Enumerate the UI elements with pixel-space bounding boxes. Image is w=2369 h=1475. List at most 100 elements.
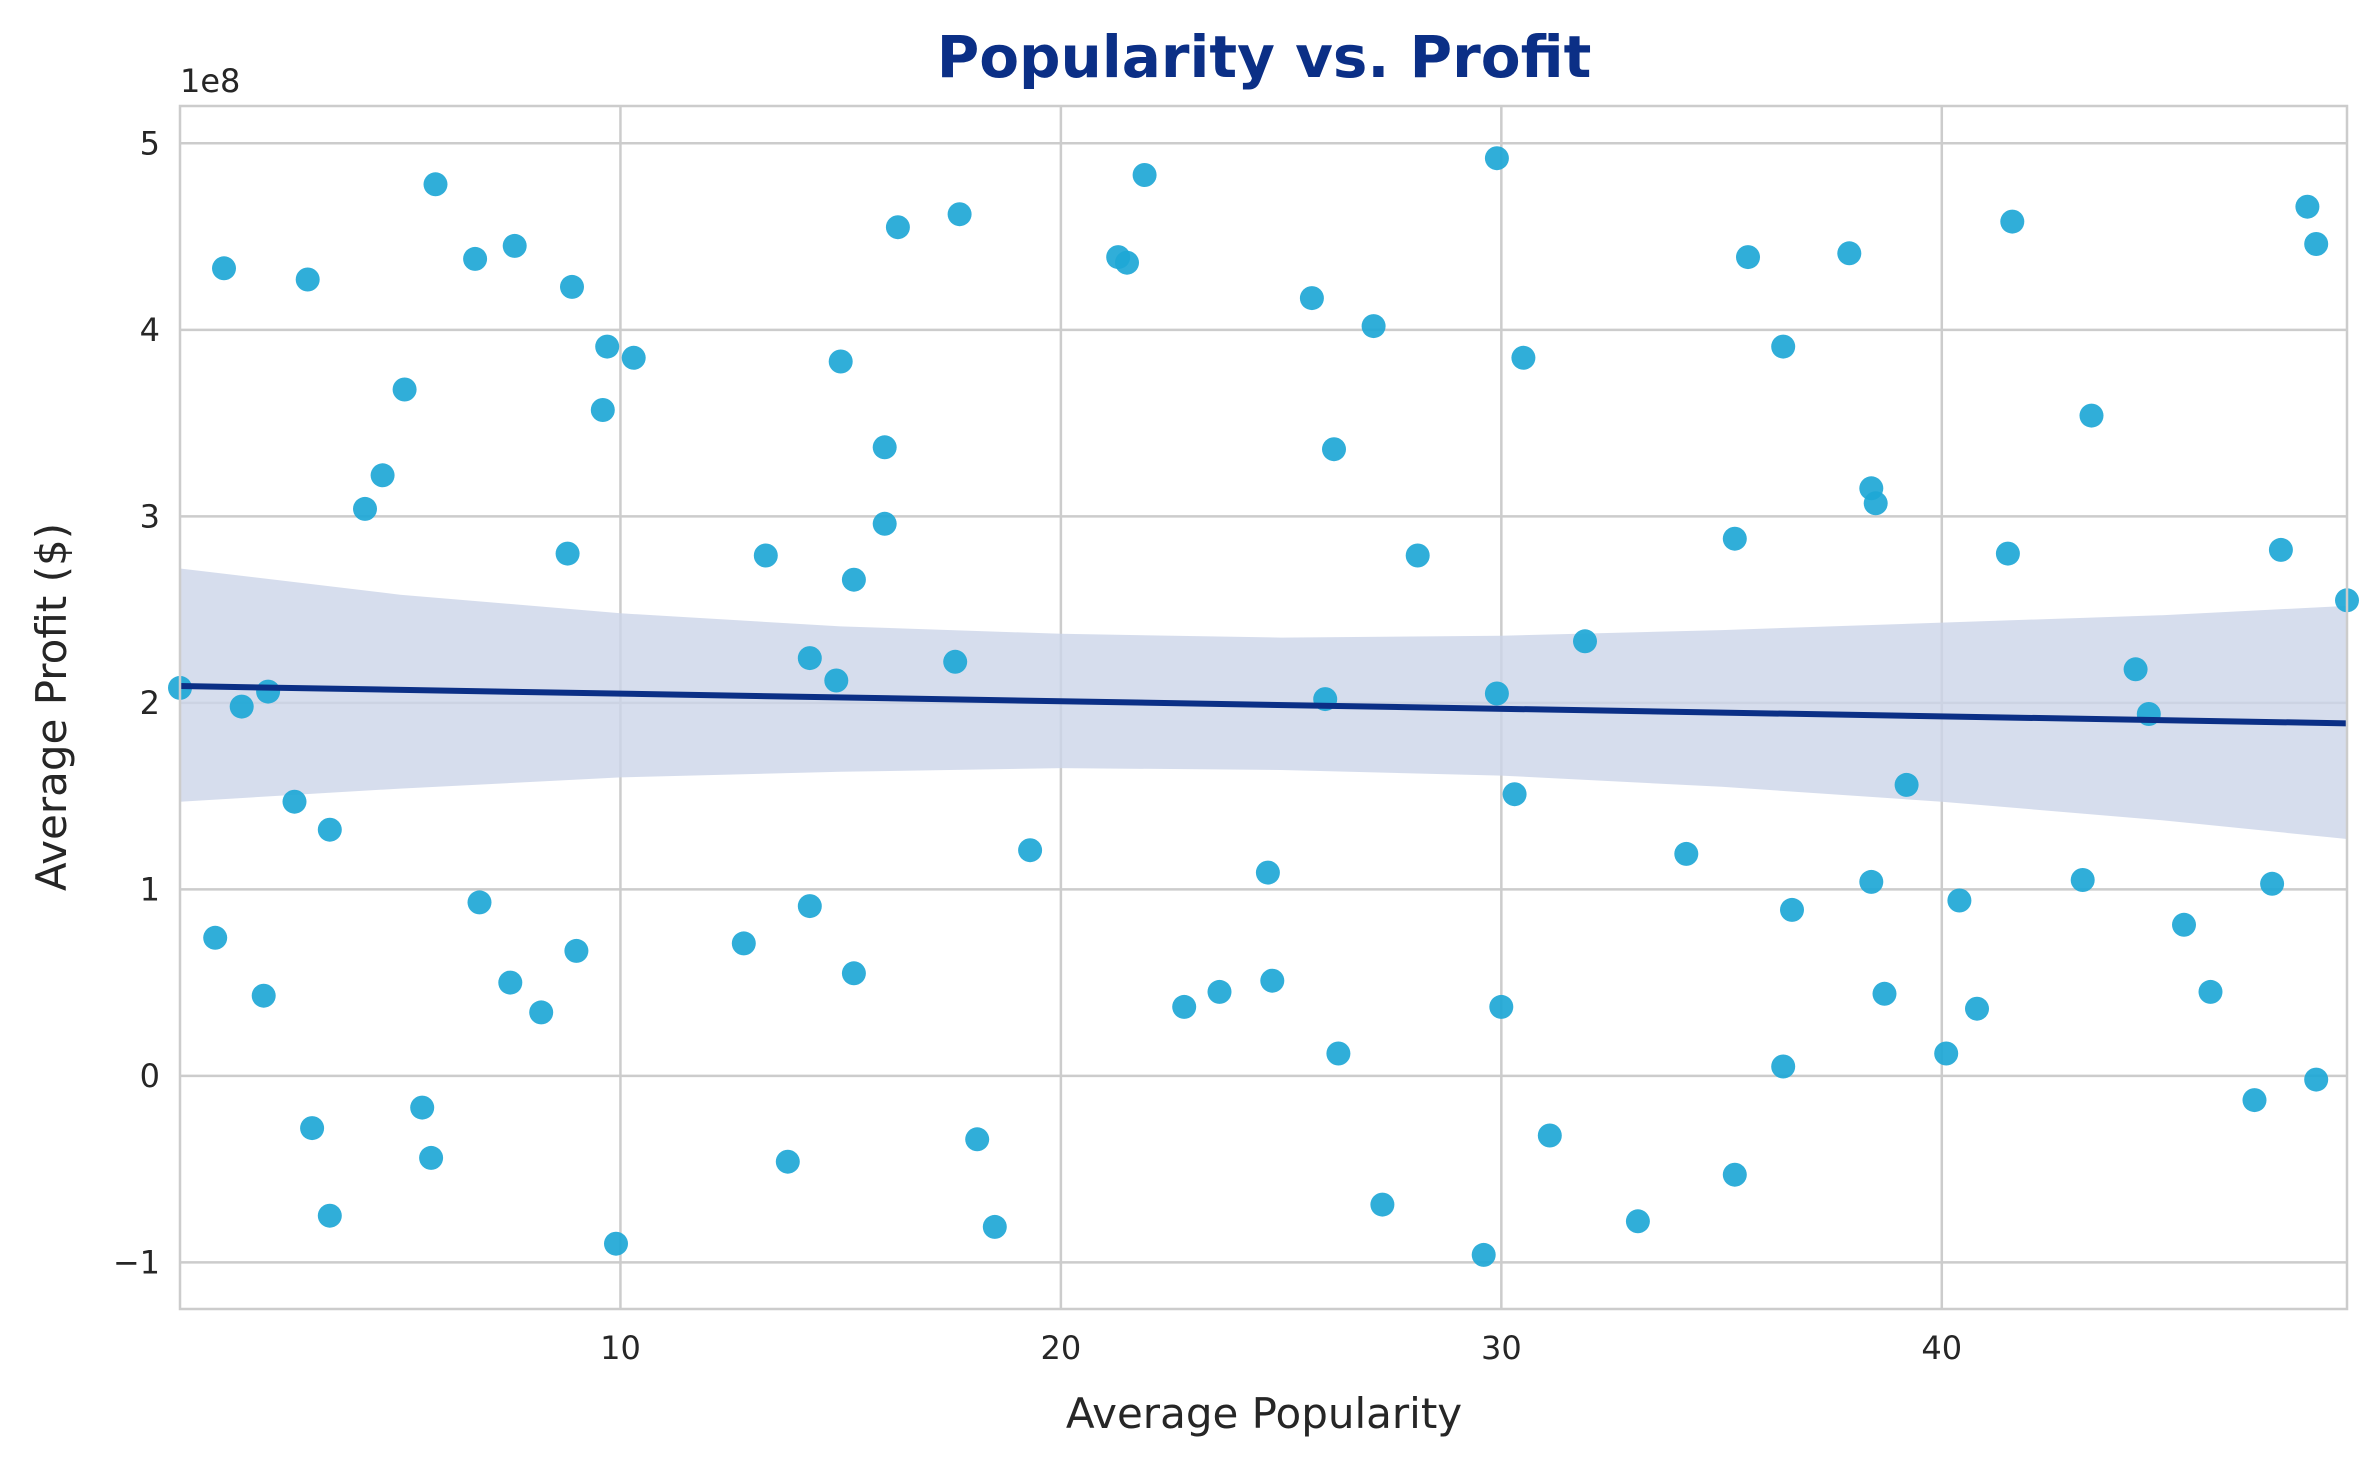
scatter-point (1370, 1192, 1395, 1217)
y-tick-labels: −1 0 1 2 3 4 5 (113, 124, 160, 1281)
scatter-point (229, 694, 254, 719)
scatter-point (590, 398, 615, 422)
scatter-point (885, 215, 910, 240)
scatter-point (1837, 241, 1862, 266)
scatter-point (1361, 314, 1386, 339)
scatter-point (370, 463, 395, 488)
y-tick-label: 3 (140, 497, 160, 535)
y-tick-label: 2 (140, 684, 160, 722)
y-offset-label: 1e8 (180, 62, 240, 100)
scatter-point (2000, 209, 2025, 234)
scatter-point (1172, 994, 1197, 1019)
regression-line (179, 683, 2348, 727)
scatter-point (1995, 541, 2020, 566)
scatter-point (419, 1145, 444, 1170)
y-tick-label: 0 (140, 1057, 160, 1095)
scatter-point (498, 970, 523, 995)
scatter-point (410, 1095, 435, 1120)
scatter-point (317, 1203, 342, 1228)
scatter-point (203, 925, 228, 950)
scatter-point (1965, 996, 1989, 1021)
scatter-point (2070, 868, 2095, 892)
scatter-point (317, 817, 342, 842)
scatter-point (1489, 994, 1514, 1019)
scatter-point (621, 345, 646, 370)
scatter-point (564, 938, 589, 963)
scatter-point (943, 649, 968, 674)
scatter-point (753, 543, 778, 568)
scatter-point (2295, 194, 2320, 219)
scatter-point (463, 246, 488, 271)
scatter-point (841, 567, 866, 592)
scatter-point (1934, 1041, 1959, 1066)
scatter-point (841, 961, 866, 986)
scatter-point (1405, 543, 1430, 568)
scatter-point (1207, 979, 1232, 1004)
scatter-point (2260, 871, 2285, 896)
x-tick-label: 20 (1041, 1329, 1082, 1367)
x-axis-label: Average Popularity (1066, 1389, 1462, 1438)
scatter-point (1722, 1162, 1747, 1187)
y-tick-label: 4 (140, 311, 160, 349)
plot-frame (178, 104, 2349, 1311)
scatter-point (1780, 897, 1804, 922)
scatter-point (872, 435, 897, 460)
scatter-point (555, 541, 580, 566)
scatter-point (392, 377, 417, 402)
scatter-point (1859, 869, 1884, 894)
scatter-point (1018, 838, 1043, 863)
scatter-point (1502, 782, 1527, 807)
scatter-point (1326, 1041, 1351, 1066)
scatter-points (168, 146, 2359, 1267)
scatter-point (2242, 1088, 2267, 1113)
scatter-point (1947, 888, 1972, 913)
scatter-point (1674, 841, 1699, 866)
scatter-point (982, 1214, 1007, 1239)
scatter-point (1863, 491, 1888, 516)
scatter-point (1484, 681, 1509, 706)
scatter-point (282, 789, 307, 814)
scatter-point (2123, 657, 2148, 682)
scatter-point (2304, 1067, 2329, 1092)
x-tick-label: 30 (1481, 1329, 1522, 1367)
scatter-point (423, 172, 448, 197)
scatter-point (2079, 403, 2104, 428)
x-tick-label: 10 (600, 1329, 641, 1367)
scatter-point (1115, 250, 1139, 275)
scatter-point (1771, 334, 1796, 359)
scatter-point (828, 349, 853, 374)
scatter-point (1255, 860, 1280, 885)
scatter-point (1573, 629, 1597, 654)
scatter-point (502, 233, 527, 258)
scatter-point (353, 496, 377, 521)
scatter-point (1260, 968, 1285, 993)
scatter-point (1471, 1242, 1496, 1267)
scatter-point (529, 1000, 554, 1025)
scatter-point (1872, 981, 1897, 1006)
scatter-point (2172, 912, 2196, 937)
scatter-point (872, 511, 897, 536)
y-tick-label: 5 (140, 124, 160, 162)
scatter-point (1771, 1054, 1796, 1079)
scatter-point (2304, 232, 2329, 256)
scatter-point (1132, 163, 1157, 187)
scatter-point (1722, 526, 1747, 551)
scatter-point (824, 668, 849, 693)
scatter-point (604, 1231, 628, 1256)
regression-line-layer (179, 683, 2348, 727)
scatter-point (295, 267, 320, 292)
scatter-point (1322, 437, 1346, 462)
scatter-point (212, 256, 236, 281)
scatter-point (2268, 537, 2293, 562)
scatter-point (595, 334, 620, 359)
scatter-point (1894, 772, 1919, 797)
scatter-point (560, 274, 584, 299)
scatter-point (251, 983, 276, 1008)
scatter-point (1736, 245, 1760, 270)
scatter-point (1299, 286, 1324, 311)
y-axis-label: Average Profit ($) (27, 523, 76, 891)
scatter-point (731, 931, 756, 956)
scatter-point (947, 202, 972, 227)
